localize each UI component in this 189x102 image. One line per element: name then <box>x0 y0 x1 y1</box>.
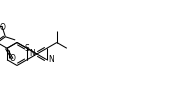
Text: N: N <box>30 49 35 59</box>
Text: O: O <box>10 54 16 63</box>
Text: N: N <box>48 55 54 64</box>
Text: O: O <box>0 23 6 32</box>
Text: S: S <box>25 44 29 53</box>
